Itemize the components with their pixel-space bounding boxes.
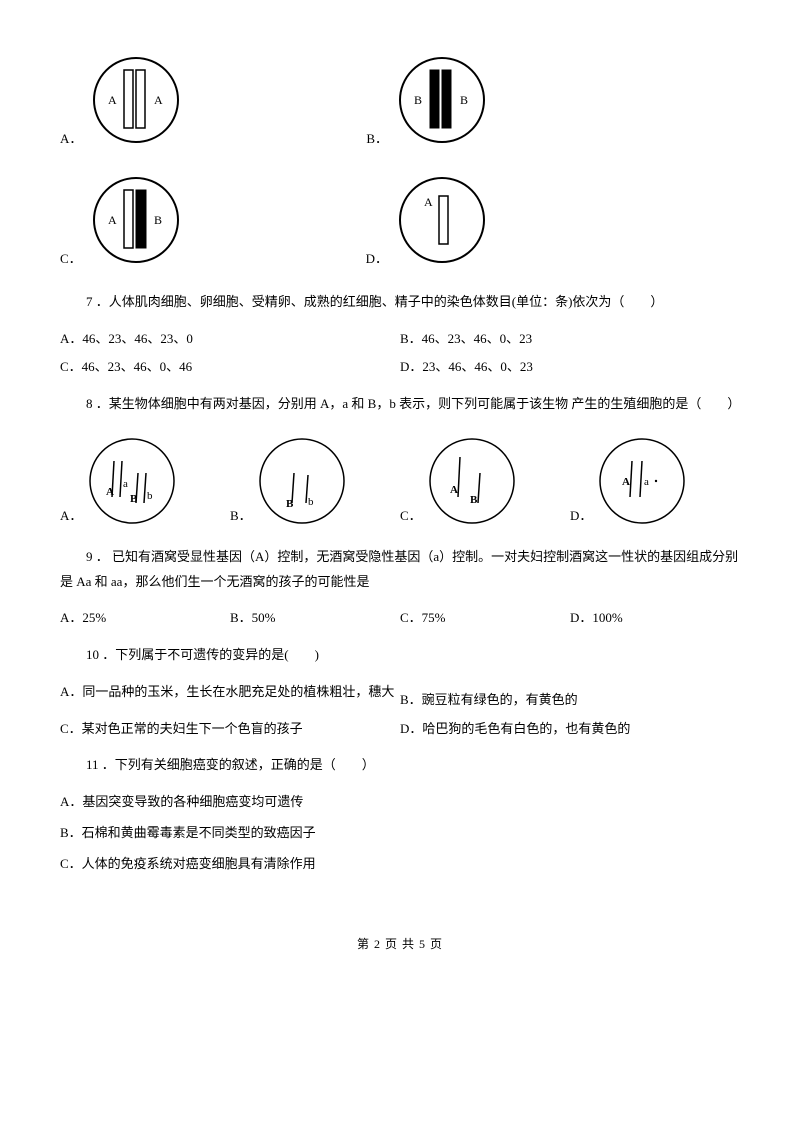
q9-opt-b: B．50% — [230, 608, 400, 629]
cell-diagram-q8b: B b — [256, 435, 348, 527]
opt-label: A． — [60, 129, 82, 150]
q6-opt-d: D． A — [366, 170, 492, 270]
q7-opt-a: A．46、23、46、23、0 — [60, 329, 400, 350]
svg-text:B: B — [470, 494, 478, 506]
cell-diagram-d: A — [392, 170, 492, 270]
q11-options: A．基因突变导致的各种细胞癌变均可遗传 B．石棉和黄曲霉毒素是不同类型的致癌因子… — [60, 792, 740, 874]
q8-opt-b: B． B b — [230, 435, 400, 527]
cell-diagram-q8c: A B — [426, 435, 518, 527]
q8-opt-a: A． A a B b — [60, 435, 230, 527]
svg-text:A: A — [108, 93, 117, 107]
cell-diagram-c: A B — [86, 170, 186, 270]
q11-opt-c: C．人体的免疫系统对癌变细胞具有清除作用 — [60, 854, 740, 875]
svg-text:A: A — [154, 93, 163, 107]
q7-opt-c: C．46、23、46、0、46 — [60, 357, 400, 378]
svg-text:A: A — [622, 476, 630, 488]
q11-text: 11 ．下列有关细胞癌变的叙述，正确的是（ ） — [60, 753, 740, 778]
q7-opt-b: B．46、23、46、0、23 — [400, 329, 740, 350]
svg-text:a: a — [123, 478, 128, 490]
q8-options: A． A a B b B． B b C． — [60, 435, 740, 527]
q6-opt-a: A． A A — [60, 50, 186, 150]
svg-text:A: A — [108, 213, 117, 227]
q6-opt-b: B． B B — [366, 50, 492, 150]
q8-opt-d: D． A a — [570, 435, 740, 527]
q7-opt-d: D．23、46、46、0、23 — [400, 357, 740, 378]
q7-row1: A．46、23、46、23、0 B．46、23、46、0、23 — [60, 329, 740, 350]
svg-text:B: B — [130, 493, 138, 505]
q10-opt-b: B．豌豆粒有绿色的，有黄色的 — [400, 682, 740, 711]
q7-text: 7 ．人体肌肉细胞、卵细胞、受精卵、成熟的红细胞、精子中的染色体数目(单位：条)… — [60, 290, 740, 315]
q11-opt-a: A．基因突变导致的各种细胞癌变均可遗传 — [60, 792, 740, 813]
cell-diagram-b: B B — [392, 50, 492, 150]
cell-diagram-q8a: A a B b — [86, 435, 178, 527]
q6-opt-c: C． A B — [60, 170, 186, 270]
svg-text:B: B — [286, 498, 294, 510]
svg-text:b: b — [147, 490, 153, 502]
q7-row2: C．46、23、46、0、46 D．23、46、46、0、23 — [60, 357, 740, 378]
cell-diagram-a: A A — [86, 50, 186, 150]
q8-text: 8 ．某生物体细胞中有两对基因，分别用 A，a 和 B，b 表示，则下列可能属于… — [60, 392, 740, 417]
svg-text:B: B — [154, 213, 162, 227]
q10-text: 10 ．下列属于不可遗传的变异的是( ) — [60, 643, 740, 668]
page-footer: 第 2 页 共 5 页 — [60, 935, 740, 954]
q9-options: A．25% B．50% C．75% D．100% — [60, 608, 740, 629]
q10-opt-a: A．同一品种的玉米，生长在水肥充足处的植株粗壮，穗大 — [60, 682, 400, 703]
q10-row1: A．同一品种的玉米，生长在水肥充足处的植株粗壮，穗大 B．豌豆粒有绿色的，有黄色… — [60, 682, 740, 711]
q9-opt-c: C．75% — [400, 608, 570, 629]
opt-label: B． — [366, 129, 388, 150]
svg-text:B: B — [414, 93, 422, 107]
svg-text:B: B — [460, 93, 468, 107]
q8-opt-c: C． A B — [400, 435, 570, 527]
q9-text: 9 ． 已知有酒窝受显性基因（A）控制，无酒窝受隐性基因（a）控制。一对夫妇控制… — [60, 545, 740, 594]
svg-text:A: A — [450, 484, 458, 496]
opt-label: D． — [570, 506, 592, 527]
q9-opt-a: A．25% — [60, 608, 230, 629]
opt-label: A． — [60, 506, 82, 527]
q10-opt-d: D．哈巴狗的毛色有白色的，也有黄色的 — [400, 719, 740, 740]
q10-row2: C．某对色正常的夫妇生下一个色盲的孩子 D．哈巴狗的毛色有白色的，也有黄色的 — [60, 719, 740, 740]
cell-diagram-q8d: A a — [596, 435, 688, 527]
q6-row-ab: A． A A B． B B — [60, 50, 740, 150]
opt-label: C． — [400, 506, 422, 527]
opt-label: D． — [366, 249, 388, 270]
svg-text:A: A — [106, 486, 114, 498]
q10-opt-c: C．某对色正常的夫妇生下一个色盲的孩子 — [60, 719, 400, 740]
svg-text:a: a — [644, 476, 649, 488]
q6-row-cd: C． A B D． A — [60, 170, 740, 270]
opt-label: C． — [60, 249, 82, 270]
exam-page: A． A A B． B B C． — [0, 0, 800, 984]
opt-label: B． — [230, 506, 252, 527]
q9-opt-d: D．100% — [570, 608, 740, 629]
q11-opt-b: B．石棉和黄曲霉毒素是不同类型的致癌因子 — [60, 823, 740, 844]
svg-text:b: b — [308, 496, 314, 508]
svg-text:A: A — [424, 195, 433, 209]
